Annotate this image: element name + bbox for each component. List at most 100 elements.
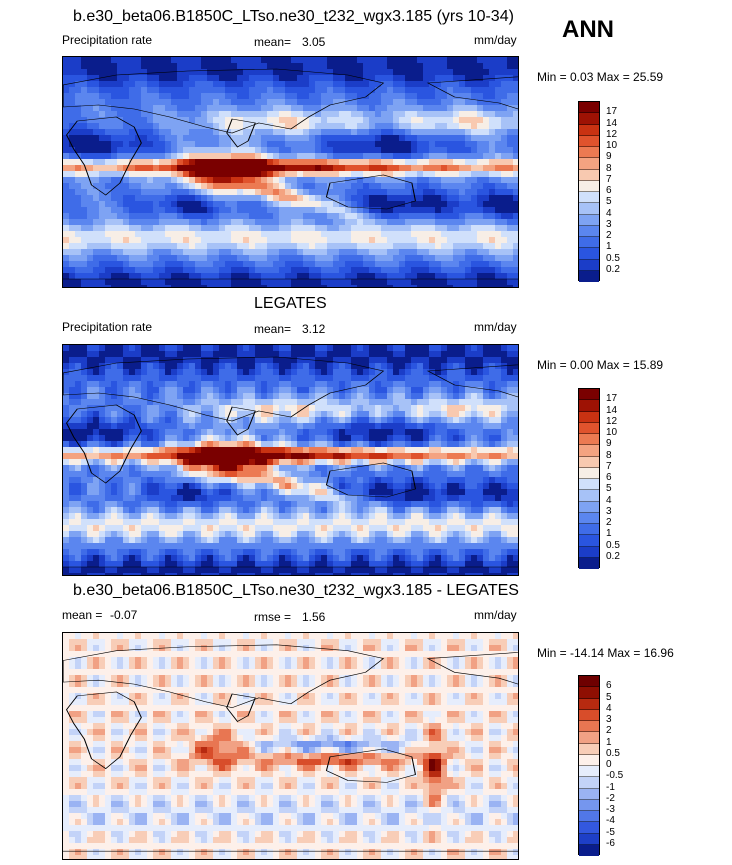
colorbar-tick-label: 7 bbox=[606, 173, 612, 185]
colorbar-bin bbox=[579, 225, 599, 237]
colorbar-bin bbox=[579, 535, 599, 547]
panel3-coastlines bbox=[63, 644, 518, 852]
colorbar-bin bbox=[579, 192, 599, 204]
panel3-rmse-value: 1.56 bbox=[302, 610, 326, 624]
colorbar-tick-label: 9 bbox=[606, 151, 612, 163]
colorbar-bin bbox=[579, 270, 599, 282]
colorbar-tick-label: 1 bbox=[606, 736, 612, 748]
colorbar-tick-label: 4 bbox=[606, 702, 612, 714]
colorbar-bin bbox=[579, 811, 599, 823]
colorbar-bin bbox=[579, 124, 599, 136]
colorbar-bin bbox=[579, 687, 599, 699]
colorbar-bin bbox=[579, 698, 599, 710]
colorbar-bin bbox=[579, 259, 599, 271]
colorbar-tick-label: -2 bbox=[606, 792, 615, 804]
colorbar-tick-label: 6 bbox=[606, 680, 612, 692]
colorbar-bin bbox=[579, 709, 599, 721]
colorbar-bin bbox=[579, 501, 599, 513]
colorbar-tick-label: 3 bbox=[606, 218, 612, 230]
panel1-variable: Precipitation rate bbox=[62, 33, 153, 47]
colorbar-tick-label: 3 bbox=[606, 714, 612, 725]
panel3-mean-label: mean = bbox=[62, 608, 103, 622]
panel1-map bbox=[62, 56, 519, 288]
colorbar-tick-label: 4 bbox=[606, 207, 612, 219]
colorbar-bin bbox=[579, 721, 599, 733]
panel1-mean-label: mean= bbox=[254, 35, 292, 49]
colorbar-bin bbox=[579, 422, 599, 434]
panel1-field bbox=[63, 57, 518, 287]
colorbar-bin bbox=[579, 732, 599, 744]
colorbar-bin bbox=[579, 180, 599, 192]
colorbar-tick-label: -0.5 bbox=[606, 770, 624, 782]
colorbar-tick-label: -4 bbox=[606, 815, 615, 827]
panel2-variable: Precipitation rate bbox=[62, 320, 153, 334]
colorbar-bin bbox=[579, 676, 599, 688]
colorbar-bin bbox=[579, 389, 599, 401]
panel2-mean-value: 3.12 bbox=[302, 322, 326, 336]
colorbar-tick-label: 1 bbox=[606, 528, 612, 540]
season-label: ANN bbox=[562, 16, 614, 43]
panel3-map bbox=[62, 632, 519, 860]
colorbar-tick-label: 12 bbox=[606, 128, 618, 140]
colorbar-tick-label: 2 bbox=[606, 725, 612, 737]
panel3-field bbox=[63, 633, 518, 859]
colorbar-bin bbox=[579, 546, 599, 558]
colorbar-tick-label: 2 bbox=[606, 517, 612, 528]
panel3-map-plot bbox=[63, 633, 518, 859]
panel2-map-plot bbox=[63, 345, 518, 575]
panel1-units: mm/day bbox=[474, 33, 517, 47]
colorbar-tick-label: 6 bbox=[606, 185, 612, 196]
colorbar-bin bbox=[579, 411, 599, 423]
colorbar-bin bbox=[579, 248, 599, 260]
panel1-coastlines bbox=[63, 68, 518, 280]
panel3-title: b.e30_beta06.B1850C_LTso.ne30_t232_wgx3.… bbox=[73, 582, 519, 599]
colorbar-tick-label: 0.2 bbox=[606, 263, 620, 275]
colorbar-tick-label: 10 bbox=[606, 140, 618, 151]
panel1-mean-value: 3.05 bbox=[302, 35, 326, 49]
panel2-map bbox=[62, 344, 519, 576]
panel1-map-plot bbox=[63, 57, 518, 287]
panel2-field bbox=[63, 345, 518, 575]
colorbar-tick-label: 5 bbox=[606, 483, 612, 495]
panel2-minmax: Min = 0.00 Max = 15.89 bbox=[537, 358, 664, 372]
colorbar-tick-label: 1 bbox=[606, 241, 612, 253]
colorbar-tick-label: -6 bbox=[606, 837, 615, 849]
panel2-coastlines bbox=[63, 356, 518, 568]
colorbar-tick-label: 7 bbox=[606, 460, 612, 472]
colorbar-bin bbox=[579, 445, 599, 457]
colorbar-bin bbox=[579, 456, 599, 468]
colorbar-bin bbox=[579, 467, 599, 479]
panel3-rmse-label: rmse = bbox=[254, 610, 292, 624]
colorbar-tick-label: 5 bbox=[606, 691, 612, 703]
colorbar-tick-label: 0.5 bbox=[606, 539, 620, 551]
colorbar-bin bbox=[579, 844, 599, 856]
panel2-units: mm/day bbox=[474, 320, 517, 334]
colorbar-bin bbox=[579, 214, 599, 226]
colorbar-tick-label: 9 bbox=[606, 438, 612, 450]
colorbar-bin bbox=[579, 557, 599, 569]
colorbar-tick-label: -3 bbox=[606, 804, 615, 815]
colorbar-tick-label: 10 bbox=[606, 427, 618, 438]
colorbar-tick-label: 6 bbox=[606, 472, 612, 483]
colorbar-bin bbox=[579, 113, 599, 125]
colorbar-bin bbox=[579, 434, 599, 446]
colorbar-bin bbox=[579, 400, 599, 412]
panel1-title: b.e30_beta06.B1850C_LTso.ne30_t232_wgx3.… bbox=[73, 8, 514, 25]
colorbar-tick-label: 14 bbox=[606, 404, 618, 416]
colorbar-bin bbox=[579, 799, 599, 811]
colorbar-bin bbox=[579, 147, 599, 159]
colorbar-bin bbox=[579, 135, 599, 147]
colorbar-tick-label: 8 bbox=[606, 162, 612, 174]
colorbar-bin bbox=[579, 512, 599, 524]
colorbar-bin bbox=[579, 788, 599, 800]
colorbar-tick-label: 0.2 bbox=[606, 550, 620, 562]
colorbar-bin bbox=[579, 158, 599, 170]
panel1-colorbar bbox=[578, 101, 600, 282]
panel3-mean-value: -0.07 bbox=[110, 608, 138, 622]
colorbar-bin bbox=[579, 203, 599, 215]
colorbar-bin bbox=[579, 766, 599, 778]
panel3-minmax: Min = -14.14 Max = 16.96 bbox=[537, 646, 674, 660]
colorbar-bin bbox=[579, 524, 599, 536]
colorbar-bin bbox=[579, 102, 599, 114]
panel2-colorbar bbox=[578, 388, 600, 569]
